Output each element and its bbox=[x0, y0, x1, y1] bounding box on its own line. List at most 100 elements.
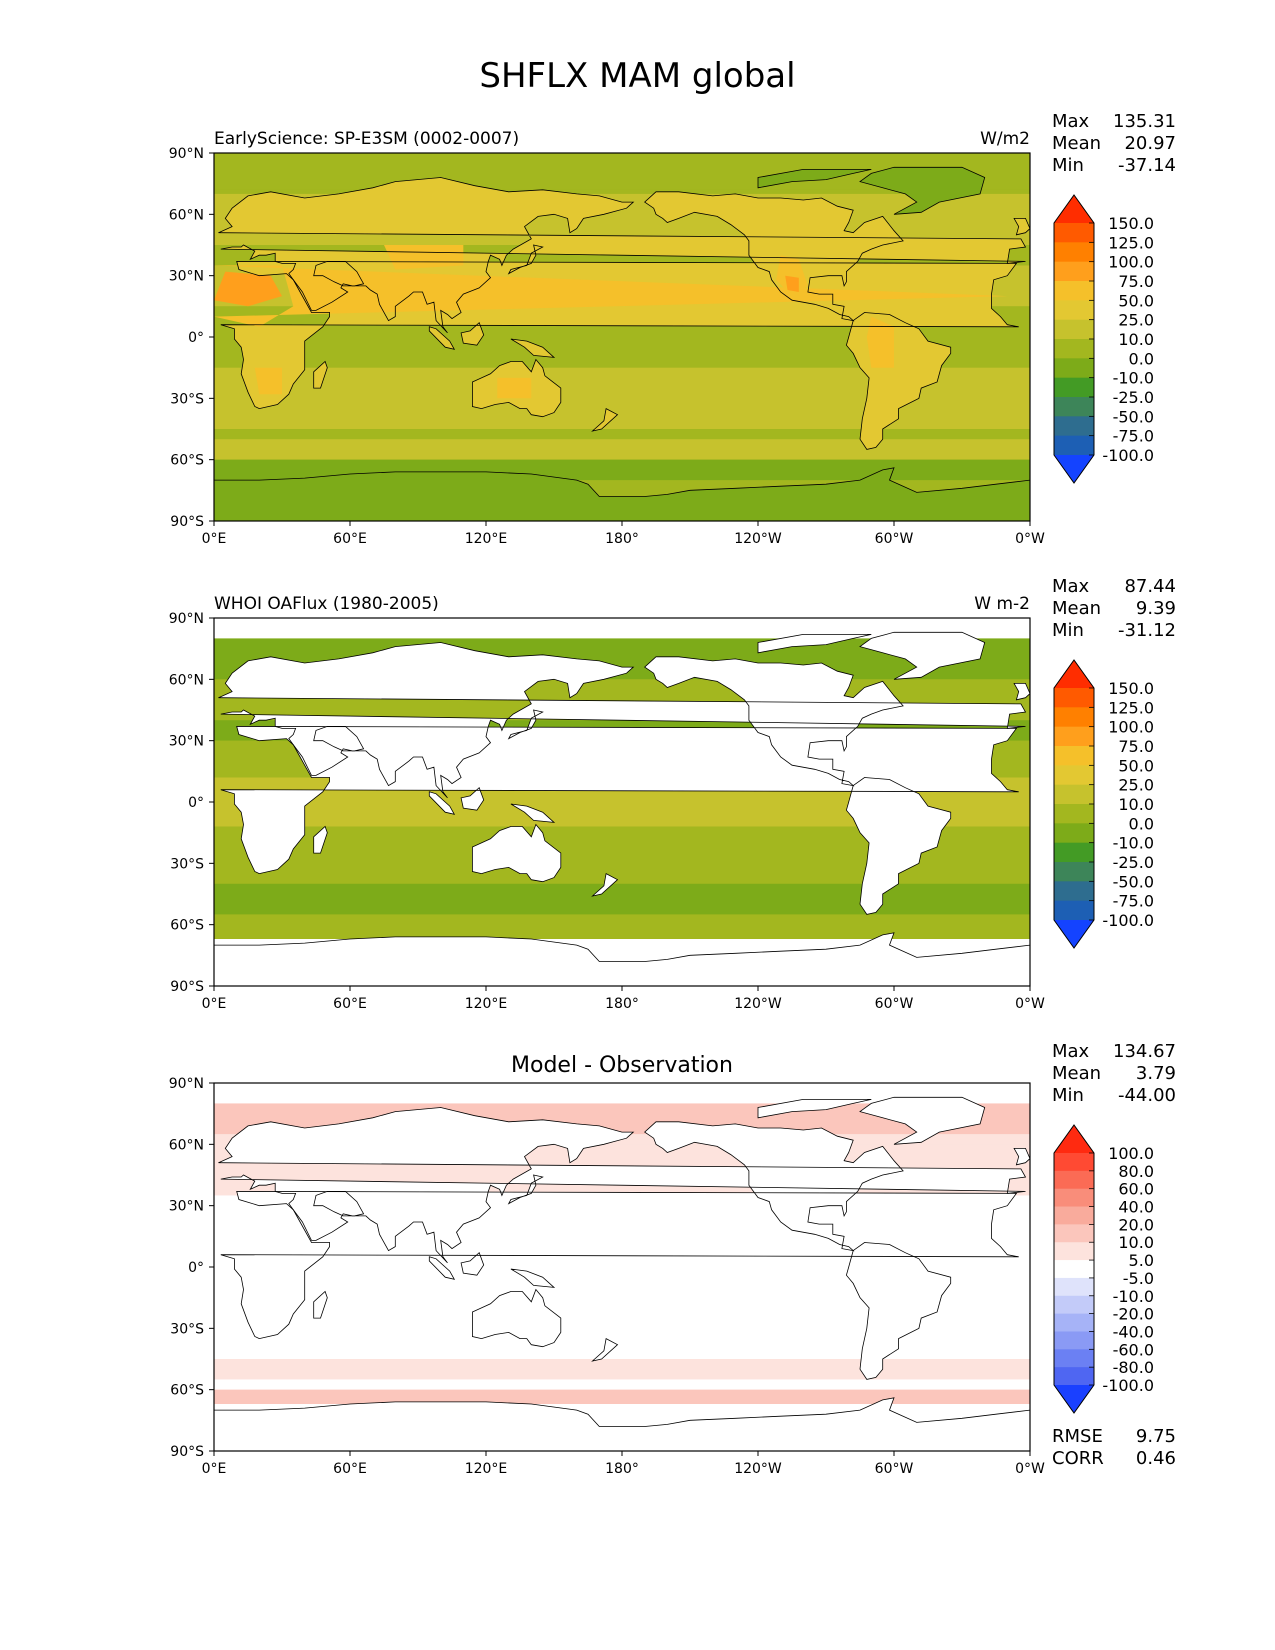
colorbar-swatch-6 bbox=[1054, 319, 1094, 340]
panel-difference: 0°E 60°E 120°E 180° 120°W 60°W 0°W 90°N 60°N 30°N… bbox=[169, 1041, 1176, 1477]
x-tick-label: 0°W bbox=[1015, 996, 1045, 1012]
coastline-madagascar bbox=[313, 360, 328, 389]
colorbar-label: -40.0 bbox=[1113, 1322, 1154, 1341]
colorbar: 150.0125.0100.075.050.025.010.00.0-10.0-… bbox=[1053, 194, 1154, 484]
y-tick-label: 90°N bbox=[169, 611, 204, 627]
warm-patch-1 bbox=[214, 271, 282, 307]
stat-label-min: Min bbox=[1052, 620, 1084, 641]
land-fill-greenland bbox=[860, 167, 985, 215]
coastline-australia bbox=[472, 1288, 562, 1348]
colorbar-label: 10.0 bbox=[1118, 1233, 1154, 1252]
x-tick-label: 0°E bbox=[202, 1461, 227, 1477]
colorbar-swatch-7 bbox=[1054, 1260, 1094, 1279]
land-mask-greenland bbox=[860, 632, 985, 680]
y-tick-label: 60°S bbox=[170, 453, 204, 469]
colorbar-swatch-3 bbox=[1054, 1188, 1094, 1208]
y-tick-label: 90°S bbox=[170, 514, 204, 530]
land-mask-antarctica bbox=[214, 932, 1030, 986]
coastline-japan bbox=[507, 1174, 544, 1205]
y-tick-label: 30°N bbox=[169, 734, 204, 750]
land-fill-north-america bbox=[644, 191, 904, 321]
coastline-north-america bbox=[644, 191, 904, 322]
stat-value-max: 134.67 bbox=[1113, 1041, 1176, 1062]
land-mask-new-guinea bbox=[510, 804, 554, 823]
stat-label-mean: Mean bbox=[1052, 598, 1101, 619]
coastline-madagascar bbox=[313, 1290, 328, 1319]
x-tick-label: 60°W bbox=[875, 531, 914, 547]
stat-label-min: Min bbox=[1052, 1085, 1084, 1106]
stat-label-mean: Mean bbox=[1052, 133, 1101, 154]
land-mask-south-america bbox=[846, 777, 951, 915]
colorbar: 150.0125.0100.075.050.025.010.00.0-10.0-… bbox=[1053, 659, 1154, 949]
coastline-arabia-iran bbox=[313, 1191, 365, 1217]
y-tick-label: 60°S bbox=[170, 1383, 204, 1399]
colorbar-label: 60.0 bbox=[1118, 1180, 1154, 1199]
colorbar-label: 125.0 bbox=[1108, 698, 1154, 717]
coastline-north-america bbox=[644, 656, 904, 787]
colorbar-label: 0.0 bbox=[1129, 349, 1154, 368]
y-tick-label: 60°S bbox=[170, 918, 204, 934]
coastline-canadian-islands bbox=[757, 1099, 872, 1119]
colorbar-label: -10.0 bbox=[1113, 369, 1154, 388]
land-fill-borneo bbox=[461, 322, 484, 346]
coastline-new-zealand bbox=[591, 407, 619, 432]
land-mask-australia bbox=[472, 1289, 561, 1347]
colorbar-label: 80.0 bbox=[1118, 1162, 1154, 1181]
stat-value-max: 135.31 bbox=[1113, 111, 1176, 132]
coastline-greenland bbox=[859, 166, 986, 215]
coastline-new-zealand bbox=[591, 1337, 619, 1362]
colorbar-swatch-2 bbox=[1054, 242, 1094, 263]
colorbar-label: -10.0 bbox=[1113, 1287, 1154, 1306]
colorbar-label: 150.0 bbox=[1108, 679, 1154, 698]
x-tick-label: 120°W bbox=[734, 996, 782, 1012]
coastline-sumatra bbox=[428, 326, 456, 350]
stat-label-max: Max bbox=[1052, 576, 1090, 597]
land-fill-new-guinea bbox=[510, 339, 554, 358]
ocean-band-4 bbox=[214, 429, 1030, 440]
colorbar-label: -75.0 bbox=[1113, 427, 1154, 446]
stat-value-min: -37.14 bbox=[1118, 155, 1176, 176]
coastline-australia bbox=[472, 823, 562, 883]
colorbar-swatch-8 bbox=[1054, 358, 1094, 379]
land-mask-canadian-islands bbox=[758, 1099, 872, 1118]
colorbar-label: 50.0 bbox=[1118, 291, 1154, 310]
colorbar-label: -25.0 bbox=[1113, 853, 1154, 872]
colorbar-swatch-9 bbox=[1054, 842, 1094, 863]
metric-value-corr: 0.46 bbox=[1136, 1448, 1176, 1469]
colorbar-swatch-1 bbox=[1054, 223, 1094, 243]
land-mask-sumatra bbox=[429, 791, 455, 815]
ocean-band-6 bbox=[214, 883, 1030, 915]
colorbar-label: -50.0 bbox=[1113, 407, 1154, 426]
stat-label-min: Min bbox=[1052, 155, 1084, 176]
colorbar-label: 40.0 bbox=[1118, 1198, 1154, 1217]
coastline-africa bbox=[220, 725, 1019, 875]
colorbar-label: 125.0 bbox=[1108, 233, 1154, 252]
x-tick-label: 60°E bbox=[333, 1461, 367, 1477]
ocean-band-5 bbox=[214, 439, 1030, 460]
coastline-uk bbox=[1013, 218, 1030, 236]
x-tick-label: 120°E bbox=[465, 996, 508, 1012]
land-mask-sumatra bbox=[429, 1256, 455, 1280]
coastline-south-america bbox=[845, 777, 952, 915]
colorbar-extend-top bbox=[1054, 660, 1094, 688]
panel-left-title: EarlyScience: SP-E3SM (0002-0007) bbox=[214, 129, 519, 149]
coastline-antarctica bbox=[214, 932, 1030, 986]
coastline-japan bbox=[507, 709, 544, 740]
colorbar-swatch-11 bbox=[1054, 1331, 1094, 1350]
x-tick-label: 0°W bbox=[1015, 1461, 1045, 1477]
land-mask-north-america bbox=[644, 656, 904, 786]
coastline-uk bbox=[1013, 683, 1030, 701]
colorbar-label: -100.0 bbox=[1102, 911, 1154, 930]
land-mask-south-america bbox=[846, 1242, 951, 1380]
colorbar-label: 75.0 bbox=[1118, 737, 1154, 756]
y-tick-label: 60°N bbox=[169, 672, 204, 688]
coastline-south-america bbox=[845, 312, 952, 450]
colorbar-label: -100.0 bbox=[1102, 1376, 1154, 1395]
land-mask-madagascar bbox=[313, 826, 328, 854]
land-fill-new-zealand bbox=[592, 408, 618, 431]
colorbar-label: -20.0 bbox=[1113, 1305, 1154, 1324]
coastline-antarctica bbox=[214, 467, 1030, 521]
land-fill-japan bbox=[508, 245, 543, 274]
colorbar-swatch-10 bbox=[1054, 862, 1094, 882]
panel-observation: 0°E 60°E 120°E 180° 120°W 60°W 0°W 90°N 60°N 30°N… bbox=[169, 576, 1176, 1012]
